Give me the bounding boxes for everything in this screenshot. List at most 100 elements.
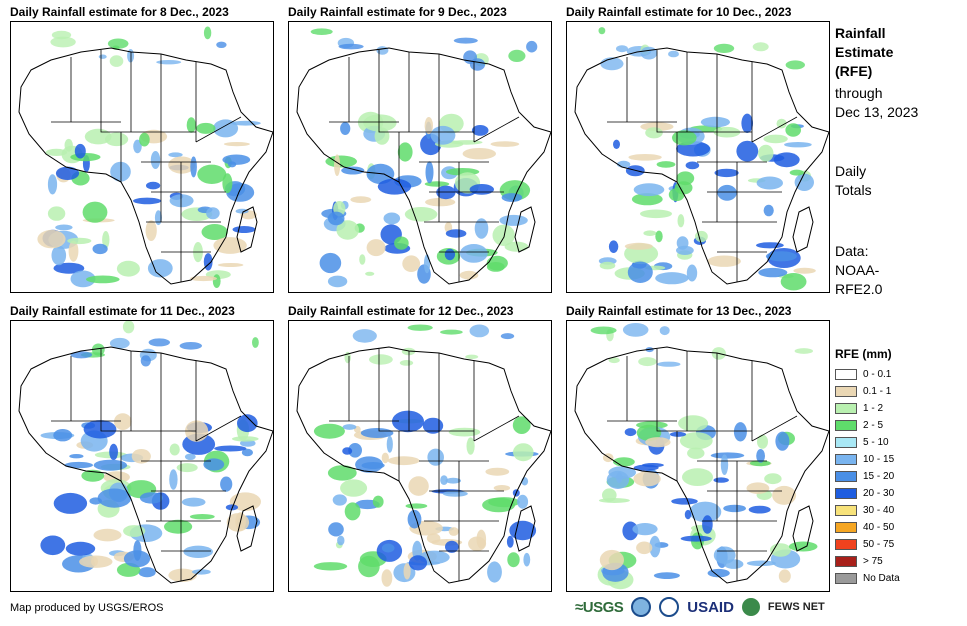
rainfall-patch — [342, 424, 357, 430]
rainfall-patch — [758, 144, 774, 162]
rainfall-patch — [490, 141, 520, 147]
rainfall-patch — [590, 326, 617, 335]
rainfall-patch — [213, 119, 239, 138]
rainfall-patch — [190, 275, 217, 282]
continent-outline — [574, 346, 829, 584]
rainfall-patch — [776, 118, 787, 129]
rainfall-patch — [37, 229, 66, 249]
rainfall-patch — [624, 428, 637, 437]
rainfall-patch — [366, 239, 386, 257]
rainfall-patch — [720, 454, 729, 475]
rainfall-patch — [445, 477, 461, 484]
rainfall-patch — [430, 125, 456, 145]
through-label: through — [835, 85, 883, 101]
rainfall-patch — [376, 46, 389, 55]
rainfall-patch — [763, 134, 788, 144]
rainfall-patch — [405, 503, 428, 509]
rainfall-patch — [114, 413, 132, 430]
rainfall-patch — [499, 214, 528, 226]
rainfall-patch — [523, 552, 531, 567]
rainfall-patch — [645, 437, 671, 448]
legend-label: 10 - 15 — [863, 453, 895, 465]
africa-map-svg — [574, 27, 829, 291]
rainfall-patch — [325, 155, 357, 168]
rainfall-patch — [756, 176, 783, 190]
rainfall-patch — [216, 41, 227, 48]
legend-label: > 75 — [863, 555, 883, 567]
legend-label: 1 - 2 — [863, 402, 884, 414]
rainfall-patch — [369, 354, 393, 365]
rainfall-patch — [109, 443, 118, 461]
rainfall-patch — [717, 184, 737, 201]
rainfall-map — [288, 320, 552, 592]
legend-label: 2 - 5 — [863, 419, 884, 431]
rainfall-patch — [53, 492, 88, 514]
africa-map-svg — [18, 321, 273, 584]
rainfall-patch — [631, 193, 663, 206]
rainfall-patch — [474, 218, 489, 239]
rainfall-patch — [102, 231, 110, 249]
madagascar-outline — [236, 505, 258, 552]
rainfall-patch — [105, 132, 129, 147]
legend-label: 0.1 - 1 — [863, 385, 892, 397]
rainfall-patch — [678, 415, 709, 432]
legend-title-line1: Rainfall — [835, 25, 886, 41]
legend-item: 0 - 0.1 — [835, 366, 891, 382]
rainfall-patch — [133, 197, 162, 205]
rainfall-patch — [640, 209, 672, 219]
rainfall-patch — [773, 152, 800, 168]
legend-swatch — [835, 521, 857, 533]
rainfall-patch — [181, 497, 206, 507]
rainfall-patch — [168, 152, 183, 158]
rainfall-patch — [671, 498, 698, 505]
rainfall-patch — [500, 333, 515, 340]
rainfall-patch — [319, 252, 342, 274]
rainfall-patch — [241, 448, 253, 457]
rainfall-patch — [674, 181, 693, 195]
rainfall-patch — [512, 416, 531, 434]
rainfall-patch — [752, 42, 769, 52]
rainfall-patch — [110, 161, 131, 182]
legend-item: 10 - 15 — [835, 451, 894, 467]
rainfall-patch — [363, 114, 397, 132]
rainfall-patch — [788, 541, 818, 552]
rainfall-patch — [485, 467, 510, 476]
through-date: Dec 13, 2023 — [835, 104, 919, 120]
rainfall-patch — [486, 255, 508, 271]
rainfall-patch — [659, 326, 670, 336]
rainfall-patch — [340, 479, 368, 497]
rainfall-patch — [638, 357, 657, 367]
country-border — [100, 50, 161, 133]
rainfall-patch — [189, 514, 215, 520]
rainfall-patch — [459, 270, 479, 280]
rainfall-patch — [123, 550, 151, 568]
rainfall-patch — [608, 357, 620, 364]
rainfall-patch — [741, 113, 753, 133]
rainfall-patch — [689, 501, 722, 523]
continent-outline — [296, 346, 551, 584]
rainfall-patch — [723, 504, 746, 513]
rainfall-patch — [702, 515, 713, 534]
rainfall-patch — [394, 236, 409, 250]
rainfall-patch — [140, 355, 151, 367]
rainfall-patch — [710, 452, 745, 459]
rainfall-patch — [707, 568, 730, 578]
rainfall-patch — [403, 563, 411, 580]
rainfall-patch — [392, 410, 424, 433]
partner-logos: ≈USGS USAID FEWS NET — [575, 596, 825, 618]
rainfall-patch — [222, 173, 233, 194]
rainfall-patch — [109, 337, 130, 349]
rainfall-patch — [336, 220, 359, 240]
rainfall-patch — [775, 431, 790, 451]
rainfall-patch — [624, 242, 653, 250]
legend-item: 40 - 50 — [835, 519, 894, 535]
rainfall-patch — [404, 207, 438, 222]
rainfall-patch — [599, 549, 624, 571]
rainfall-patch — [328, 522, 344, 537]
rainfall-patch — [613, 139, 620, 149]
rainfall-patch — [598, 498, 630, 503]
legend-label: 50 - 75 — [863, 538, 895, 550]
rainfall-patch — [387, 456, 420, 466]
rainfall-patch — [408, 555, 428, 571]
continent-outline — [18, 47, 273, 285]
